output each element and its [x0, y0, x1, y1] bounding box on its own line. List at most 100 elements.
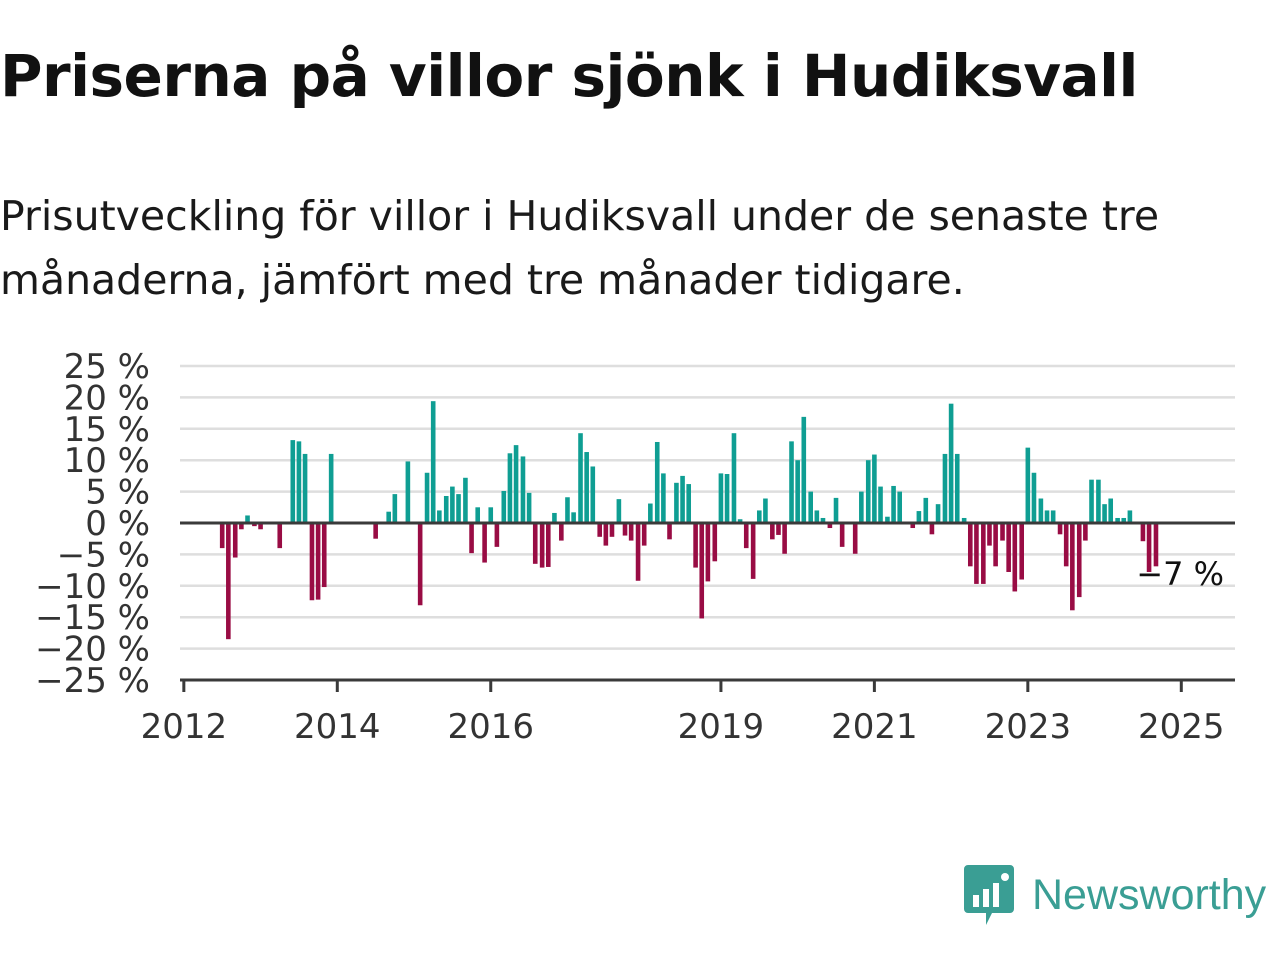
bar: [507, 453, 513, 523]
bar: [1050, 510, 1056, 523]
bar: [545, 523, 551, 567]
bar: [635, 523, 641, 581]
bar: [424, 472, 430, 523]
bar: [1096, 479, 1101, 523]
bar: [712, 523, 718, 562]
bar: [1057, 523, 1063, 535]
bar: [616, 499, 622, 523]
bar: [290, 440, 296, 523]
bar: [929, 523, 935, 535]
bar-chart: 25 %20 %15 %10 %5 %0 %−5 %−10 %−15 %−20 …: [35, 347, 1235, 747]
bar: [622, 523, 628, 536]
bar: [667, 523, 672, 540]
bar: [1127, 510, 1133, 523]
bar: [961, 517, 967, 523]
bar: [1070, 523, 1075, 611]
bar: [302, 453, 308, 523]
bar: [699, 523, 705, 619]
bar: [321, 523, 327, 588]
bar: [239, 523, 244, 530]
latest-value-annotation: −7 %: [1136, 555, 1224, 593]
bar: [674, 482, 679, 523]
bar: [705, 523, 711, 582]
bar: [737, 519, 743, 523]
bar: [795, 460, 800, 523]
bar: [1025, 447, 1031, 523]
bar: [770, 523, 775, 540]
bar: [1115, 517, 1120, 523]
y-tick-label: 25 %: [64, 347, 150, 387]
bar: [494, 523, 500, 547]
newsworthy-logo-icon: [964, 865, 1014, 925]
bar: [859, 491, 864, 523]
bar: [935, 504, 941, 523]
bar: [252, 523, 257, 527]
bar: [885, 516, 890, 523]
bar: [1012, 523, 1018, 592]
bar: [782, 523, 787, 554]
bar: [578, 433, 583, 523]
bar: [488, 507, 494, 523]
bar: [789, 441, 794, 523]
grid-lines: [180, 364, 1235, 650]
bar: [686, 484, 692, 523]
bar: [315, 523, 321, 600]
y-tick-label: 15 %: [64, 410, 150, 450]
bar: [1108, 498, 1114, 523]
bar: [258, 523, 263, 530]
x-tick-label: 2023: [985, 707, 1072, 747]
bar: [661, 473, 666, 523]
bar: [565, 497, 570, 523]
bar: [1089, 479, 1094, 523]
bar: [437, 510, 442, 523]
bar: [571, 512, 576, 523]
bar: [1019, 523, 1024, 580]
bar: [1083, 523, 1088, 541]
axes: [180, 521, 1235, 692]
bar: [1031, 472, 1037, 523]
bar: [1102, 504, 1107, 523]
bar: [226, 523, 231, 640]
bar: [718, 473, 724, 523]
bar: [277, 523, 283, 549]
bar: [865, 460, 871, 523]
bar: [776, 523, 781, 535]
bar: [680, 475, 685, 523]
bar: [827, 523, 833, 529]
bar: [820, 517, 826, 523]
bar: [590, 466, 596, 523]
bar: [463, 477, 468, 523]
bar: [942, 453, 948, 523]
bar: [386, 511, 391, 523]
bar: [852, 523, 858, 554]
bars: [219, 401, 1159, 640]
bar: [373, 523, 378, 539]
bar: [954, 453, 960, 523]
bar: [916, 511, 922, 523]
bar: [328, 453, 334, 523]
x-tick-label: 2019: [678, 707, 765, 747]
x-tick-label: 2012: [141, 707, 228, 747]
bar: [833, 497, 839, 523]
bar: [430, 401, 436, 523]
bar: [526, 492, 532, 523]
bar: [648, 503, 653, 523]
bar: [1140, 523, 1146, 542]
bar: [743, 523, 749, 549]
bar: [456, 494, 461, 523]
bar: [552, 512, 557, 523]
bar: [693, 523, 698, 568]
bar: [923, 497, 929, 523]
bar: [967, 523, 973, 567]
bar: [1038, 498, 1044, 523]
bar: [609, 523, 615, 537]
x-tick-label: 2014: [294, 707, 381, 747]
y-tick-label: 20 %: [64, 378, 150, 418]
bar: [417, 523, 423, 606]
bar: [296, 441, 302, 523]
bar: [910, 523, 916, 529]
bar: [948, 403, 954, 523]
y-tick-label: −15 %: [35, 598, 150, 638]
bar: [763, 498, 768, 523]
bar: [1153, 523, 1159, 567]
